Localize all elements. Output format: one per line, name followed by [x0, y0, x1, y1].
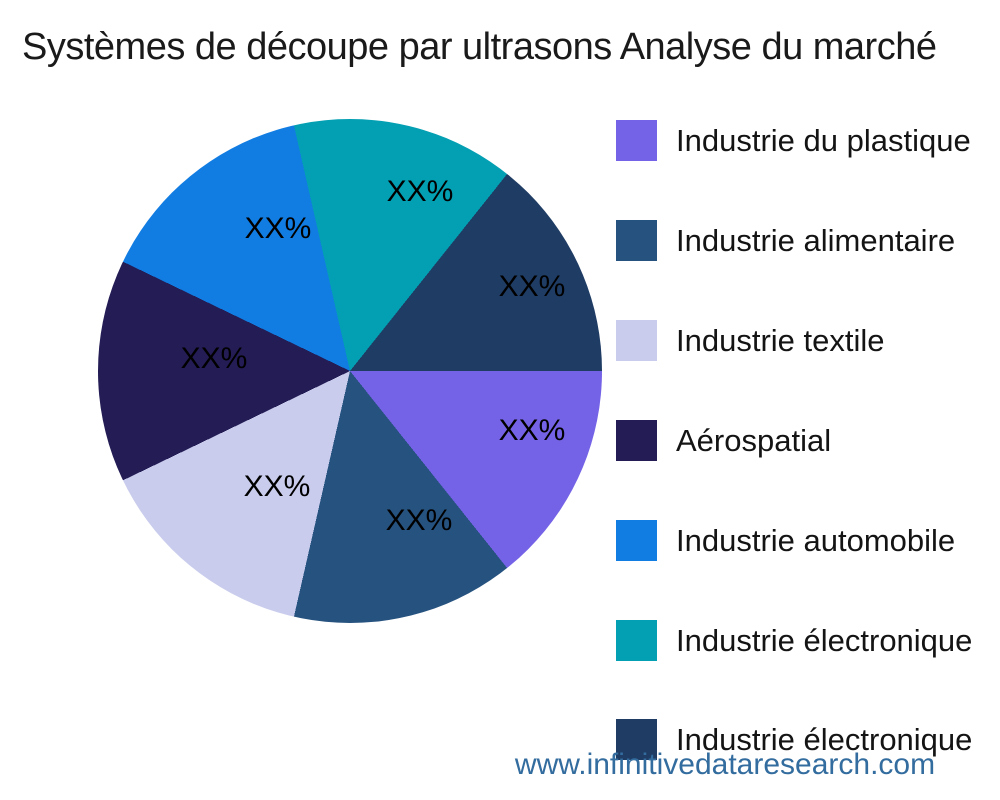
legend-label: Aérospatial [676, 422, 832, 458]
legend-swatch [616, 520, 657, 561]
legend-label: Industrie électronique [676, 622, 973, 658]
legend-item: Industrie électronique [616, 620, 1000, 661]
pie-slice-label: XX% [385, 504, 453, 537]
pie-slice-label: XX% [498, 414, 566, 447]
legend-item: Industrie électronique [616, 719, 1000, 760]
legend-swatch [616, 320, 657, 361]
legend: Industrie du plastique Industrie aliment… [616, 0, 1000, 800]
watermark-url: www.infinitivedataresearch.com [514, 748, 936, 781]
pie-slice-label: XX% [180, 342, 248, 375]
chart-title: Systèmes de découpe par ultrasons Analys… [22, 26, 937, 68]
pie-chart [98, 119, 602, 623]
legend-swatch [616, 620, 657, 661]
legend-item: Industrie textile [616, 320, 1000, 361]
legend-item: Industrie automobile [616, 520, 1000, 561]
pie-slice-label: XX% [386, 175, 454, 208]
pie-slice-label: XX% [244, 212, 312, 245]
legend-label: Industrie automobile [676, 522, 956, 558]
legend-item: Industrie du plastique [616, 120, 1000, 161]
legend-label: Industrie électronique [676, 721, 973, 757]
legend-label: Industrie alimentaire [676, 222, 956, 258]
pie-slice-label: XX% [498, 270, 566, 303]
legend-swatch [616, 220, 657, 261]
legend-item: Aérospatial [616, 420, 1000, 461]
legend-label: Industrie textile [676, 322, 885, 358]
legend-swatch [616, 120, 657, 161]
legend-label: Industrie du plastique [676, 122, 971, 158]
legend-swatch [616, 420, 657, 461]
legend-item: Industrie alimentaire [616, 220, 1000, 261]
legend-swatch [616, 719, 657, 760]
pie-slice-label: XX% [243, 470, 311, 503]
